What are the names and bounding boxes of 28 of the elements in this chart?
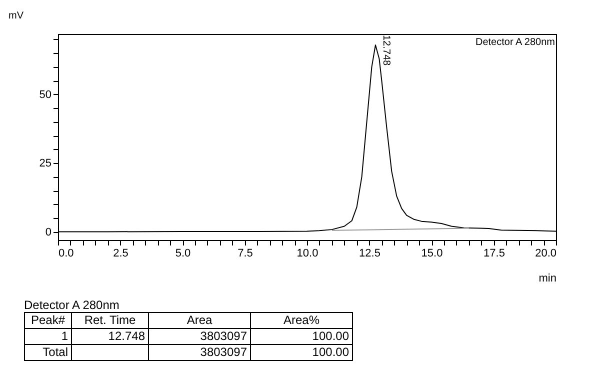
y-tick-label: 50 [39, 88, 52, 101]
text: 1 [24, 328, 72, 344]
x-tick-label: 5.0 [175, 248, 191, 260]
text: 100.00 [250, 344, 352, 360]
y-tick-label: 0 [45, 226, 52, 238]
annotation: Detector A 280nm [476, 37, 555, 48]
x-tick-label: 0.0 [58, 248, 74, 260]
text: Area [148, 312, 250, 328]
x-tick-label: 17.5 [484, 248, 505, 260]
x-tick-label: 10.0 [296, 248, 318, 260]
text: Ret. Time [72, 312, 148, 328]
x-tick-label: 15.0 [421, 248, 443, 260]
text: 100.00 [250, 328, 352, 344]
text: Total [24, 344, 72, 360]
x-axis-title: min [538, 272, 556, 284]
annotation: 12.748 [380, 34, 392, 66]
text: 3803097 [148, 328, 250, 344]
text: Area% [250, 312, 352, 328]
x-tick-label: 12.5 [359, 248, 380, 260]
x-tick-label: 20.0 [535, 248, 556, 260]
text: 3803097 [148, 344, 250, 360]
text: Peak# [24, 312, 72, 328]
text: Detector A 280nm [24, 298, 120, 312]
y-axis-title: mV [8, 10, 24, 22]
text: 12.748 [72, 328, 148, 344]
y-tick-label: 25 [39, 158, 52, 170]
x-tick-label: 7.5 [238, 248, 253, 260]
x-tick-label: 2.5 [113, 248, 128, 260]
